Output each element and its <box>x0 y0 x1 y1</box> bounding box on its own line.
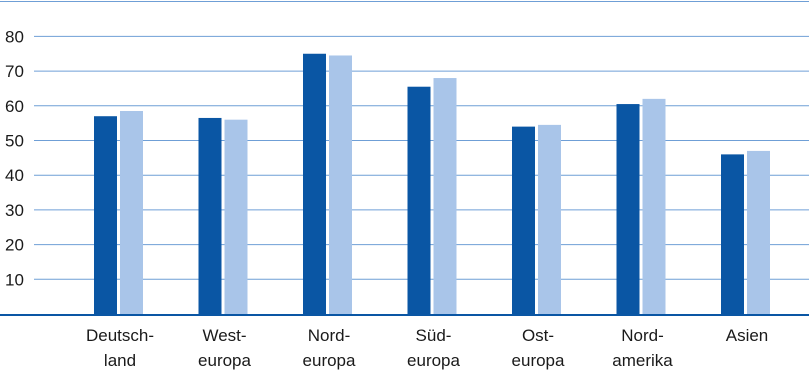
bar-series-2-0 <box>120 111 143 314</box>
x-category-label: Ost- <box>522 326 554 345</box>
x-category-label: Süd- <box>416 326 452 345</box>
bar-series-1-6 <box>721 154 744 314</box>
bar-series-2-4 <box>538 124 561 314</box>
x-category-label: europa <box>512 351 565 370</box>
x-category-label: europa <box>407 351 460 370</box>
bar-series-2-2 <box>329 55 352 315</box>
x-axis-labels: Deutsch-land West-europa Nord-europa Süd-eu… <box>86 326 768 370</box>
bar-series-1-1 <box>198 117 222 314</box>
bar-series-1-3 <box>407 86 431 314</box>
x-category-label: Nord- <box>621 326 664 345</box>
bar-series-1-0 <box>94 116 117 315</box>
x-category-label: europa <box>198 351 251 370</box>
x-category-label: amerika <box>612 351 673 370</box>
y-tick-label: 20 <box>5 236 24 255</box>
x-category-label: West- <box>202 326 246 345</box>
bar-series-2-3 <box>433 78 457 314</box>
y-tick-label: 80 <box>5 27 24 46</box>
bar-series-2-6 <box>747 150 770 314</box>
y-tick-label: 60 <box>5 97 24 116</box>
x-category-label: Asien <box>726 326 769 345</box>
bar-series-2-5 <box>642 98 666 314</box>
y-tick-label: 50 <box>5 132 24 151</box>
y-tick-label: 40 <box>5 166 24 185</box>
bar-series-1-4 <box>512 126 535 315</box>
y-tick-label: 10 <box>5 270 24 289</box>
y-tick-label: 30 <box>5 201 24 220</box>
y-axis-ticks: 10 20 30 40 50 60 70 80 <box>5 27 24 289</box>
bar-series-1-2 <box>303 53 326 314</box>
bar-series-1-5 <box>616 104 640 314</box>
bars <box>94 53 770 315</box>
x-category-label: europa <box>303 351 356 370</box>
bar-series-2-1 <box>224 119 248 315</box>
x-category-label: Nord- <box>308 326 351 345</box>
x-category-label: land <box>104 351 136 370</box>
x-category-label: Deutsch- <box>86 326 154 345</box>
y-tick-label: 70 <box>5 62 24 81</box>
